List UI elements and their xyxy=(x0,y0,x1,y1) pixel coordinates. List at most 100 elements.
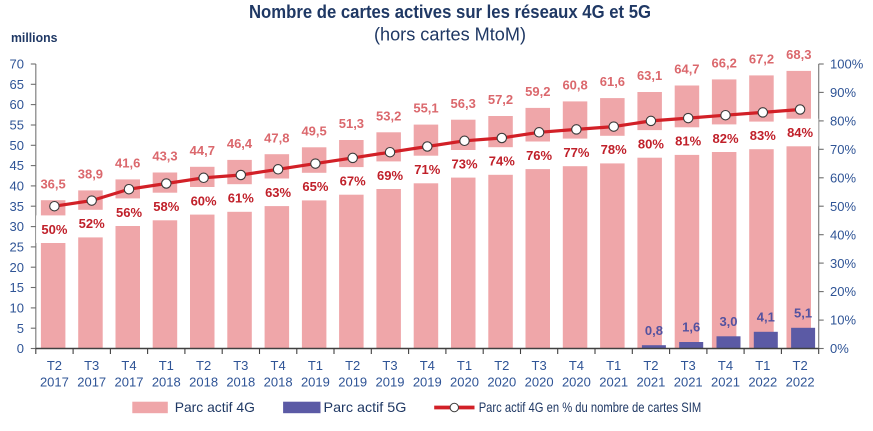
svg-text:10%: 10% xyxy=(830,313,856,328)
svg-text:0: 0 xyxy=(17,341,24,356)
svg-text:T1: T1 xyxy=(755,358,770,373)
svg-text:30%: 30% xyxy=(830,256,856,271)
svg-text:40: 40 xyxy=(10,179,24,194)
svg-text:2019: 2019 xyxy=(413,375,442,390)
svg-text:76%: 76% xyxy=(526,148,552,163)
svg-text:41,6: 41,6 xyxy=(115,156,140,171)
svg-text:20%: 20% xyxy=(830,284,856,299)
svg-text:81%: 81% xyxy=(675,134,701,149)
svg-text:2020: 2020 xyxy=(450,375,479,390)
svg-text:15: 15 xyxy=(10,280,24,295)
svg-text:49,5: 49,5 xyxy=(301,123,326,138)
svg-text:3,0: 3,0 xyxy=(719,314,737,329)
svg-text:2018: 2018 xyxy=(152,375,181,390)
svg-text:78%: 78% xyxy=(601,142,627,157)
svg-text:73%: 73% xyxy=(451,156,477,171)
svg-text:T4: T4 xyxy=(420,358,435,373)
svg-text:T3: T3 xyxy=(233,358,248,373)
svg-text:58%: 58% xyxy=(153,199,179,214)
svg-text:67,2: 67,2 xyxy=(749,52,774,67)
svg-text:82%: 82% xyxy=(712,131,738,146)
svg-text:0%: 0% xyxy=(830,341,849,356)
svg-text:T4: T4 xyxy=(718,358,733,373)
svg-text:20: 20 xyxy=(10,260,24,275)
svg-text:2020: 2020 xyxy=(525,375,554,390)
svg-text:T4: T4 xyxy=(569,358,584,373)
svg-text:T2: T2 xyxy=(793,358,808,373)
svg-text:40%: 40% xyxy=(830,227,856,242)
svg-text:70%: 70% xyxy=(830,142,856,157)
svg-text:56,3: 56,3 xyxy=(451,96,476,111)
svg-text:Parc actif 4G en % du nombre d: Parc actif 4G en % du nombre de cartes S… xyxy=(479,399,702,415)
svg-text:80%: 80% xyxy=(638,137,664,152)
svg-text:5,1: 5,1 xyxy=(794,305,812,320)
svg-text:2019: 2019 xyxy=(376,375,405,390)
svg-text:0,8: 0,8 xyxy=(645,323,663,338)
svg-text:71%: 71% xyxy=(414,162,440,177)
svg-text:50%: 50% xyxy=(830,199,856,214)
svg-text:2021: 2021 xyxy=(674,375,703,390)
svg-text:84%: 84% xyxy=(787,125,813,140)
svg-text:63%: 63% xyxy=(265,185,291,200)
svg-text:T1: T1 xyxy=(308,358,323,373)
svg-text:60,8: 60,8 xyxy=(562,78,587,93)
svg-text:60%: 60% xyxy=(191,193,217,208)
svg-text:(hors cartes MtoM): (hors cartes MtoM) xyxy=(374,24,526,44)
svg-text:T1: T1 xyxy=(457,358,472,373)
svg-text:T4: T4 xyxy=(271,358,286,373)
svg-text:T1: T1 xyxy=(159,358,174,373)
svg-text:59,2: 59,2 xyxy=(525,84,550,99)
svg-text:T2: T2 xyxy=(643,358,658,373)
svg-text:T4: T4 xyxy=(121,358,136,373)
svg-text:2018: 2018 xyxy=(189,375,218,390)
svg-text:63,1: 63,1 xyxy=(637,68,662,83)
svg-text:4,1: 4,1 xyxy=(757,309,775,324)
svg-text:T3: T3 xyxy=(681,358,696,373)
svg-text:50%: 50% xyxy=(41,222,67,237)
svg-text:45: 45 xyxy=(10,158,24,173)
svg-text:46,4: 46,4 xyxy=(227,136,253,151)
svg-text:55: 55 xyxy=(10,118,24,133)
svg-text:Nombre de cartes actives sur l: Nombre de cartes actives sur les réseaux… xyxy=(249,2,651,22)
svg-text:2020: 2020 xyxy=(562,375,591,390)
svg-text:51,3: 51,3 xyxy=(339,116,364,131)
svg-text:millions: millions xyxy=(11,30,57,45)
svg-text:64,7: 64,7 xyxy=(674,62,699,77)
svg-text:30: 30 xyxy=(10,219,24,234)
svg-text:77%: 77% xyxy=(563,145,589,160)
svg-text:T2: T2 xyxy=(196,358,211,373)
svg-text:52%: 52% xyxy=(79,216,105,231)
svg-text:T3: T3 xyxy=(84,358,99,373)
svg-text:5: 5 xyxy=(17,321,24,336)
svg-text:60: 60 xyxy=(10,97,24,112)
svg-text:2017: 2017 xyxy=(77,375,106,390)
svg-text:56%: 56% xyxy=(116,205,142,220)
svg-text:53,2: 53,2 xyxy=(376,108,401,123)
svg-text:50: 50 xyxy=(10,138,24,153)
svg-text:2022: 2022 xyxy=(748,375,777,390)
svg-text:T2: T2 xyxy=(345,358,360,373)
svg-text:2017: 2017 xyxy=(40,375,69,390)
svg-text:36,5: 36,5 xyxy=(40,176,65,191)
svg-text:65: 65 xyxy=(10,77,24,92)
svg-text:69%: 69% xyxy=(377,168,403,183)
svg-text:90%: 90% xyxy=(830,85,856,100)
svg-text:61,6: 61,6 xyxy=(600,74,625,89)
svg-text:2018: 2018 xyxy=(264,375,293,390)
svg-text:2019: 2019 xyxy=(338,375,367,390)
svg-text:44,7: 44,7 xyxy=(190,143,215,158)
svg-text:57,2: 57,2 xyxy=(488,92,513,107)
svg-text:47,8: 47,8 xyxy=(264,130,289,145)
svg-text:55,1: 55,1 xyxy=(413,101,438,116)
svg-text:2021: 2021 xyxy=(636,375,665,390)
svg-text:2022: 2022 xyxy=(786,375,815,390)
svg-text:70: 70 xyxy=(10,57,24,72)
svg-text:80%: 80% xyxy=(830,114,856,129)
svg-text:25: 25 xyxy=(10,240,24,255)
svg-text:T2: T2 xyxy=(47,358,62,373)
svg-text:74%: 74% xyxy=(489,154,515,169)
svg-text:10: 10 xyxy=(10,301,24,316)
svg-text:2021: 2021 xyxy=(711,375,740,390)
svg-text:2017: 2017 xyxy=(115,375,144,390)
svg-text:100%: 100% xyxy=(830,57,864,72)
